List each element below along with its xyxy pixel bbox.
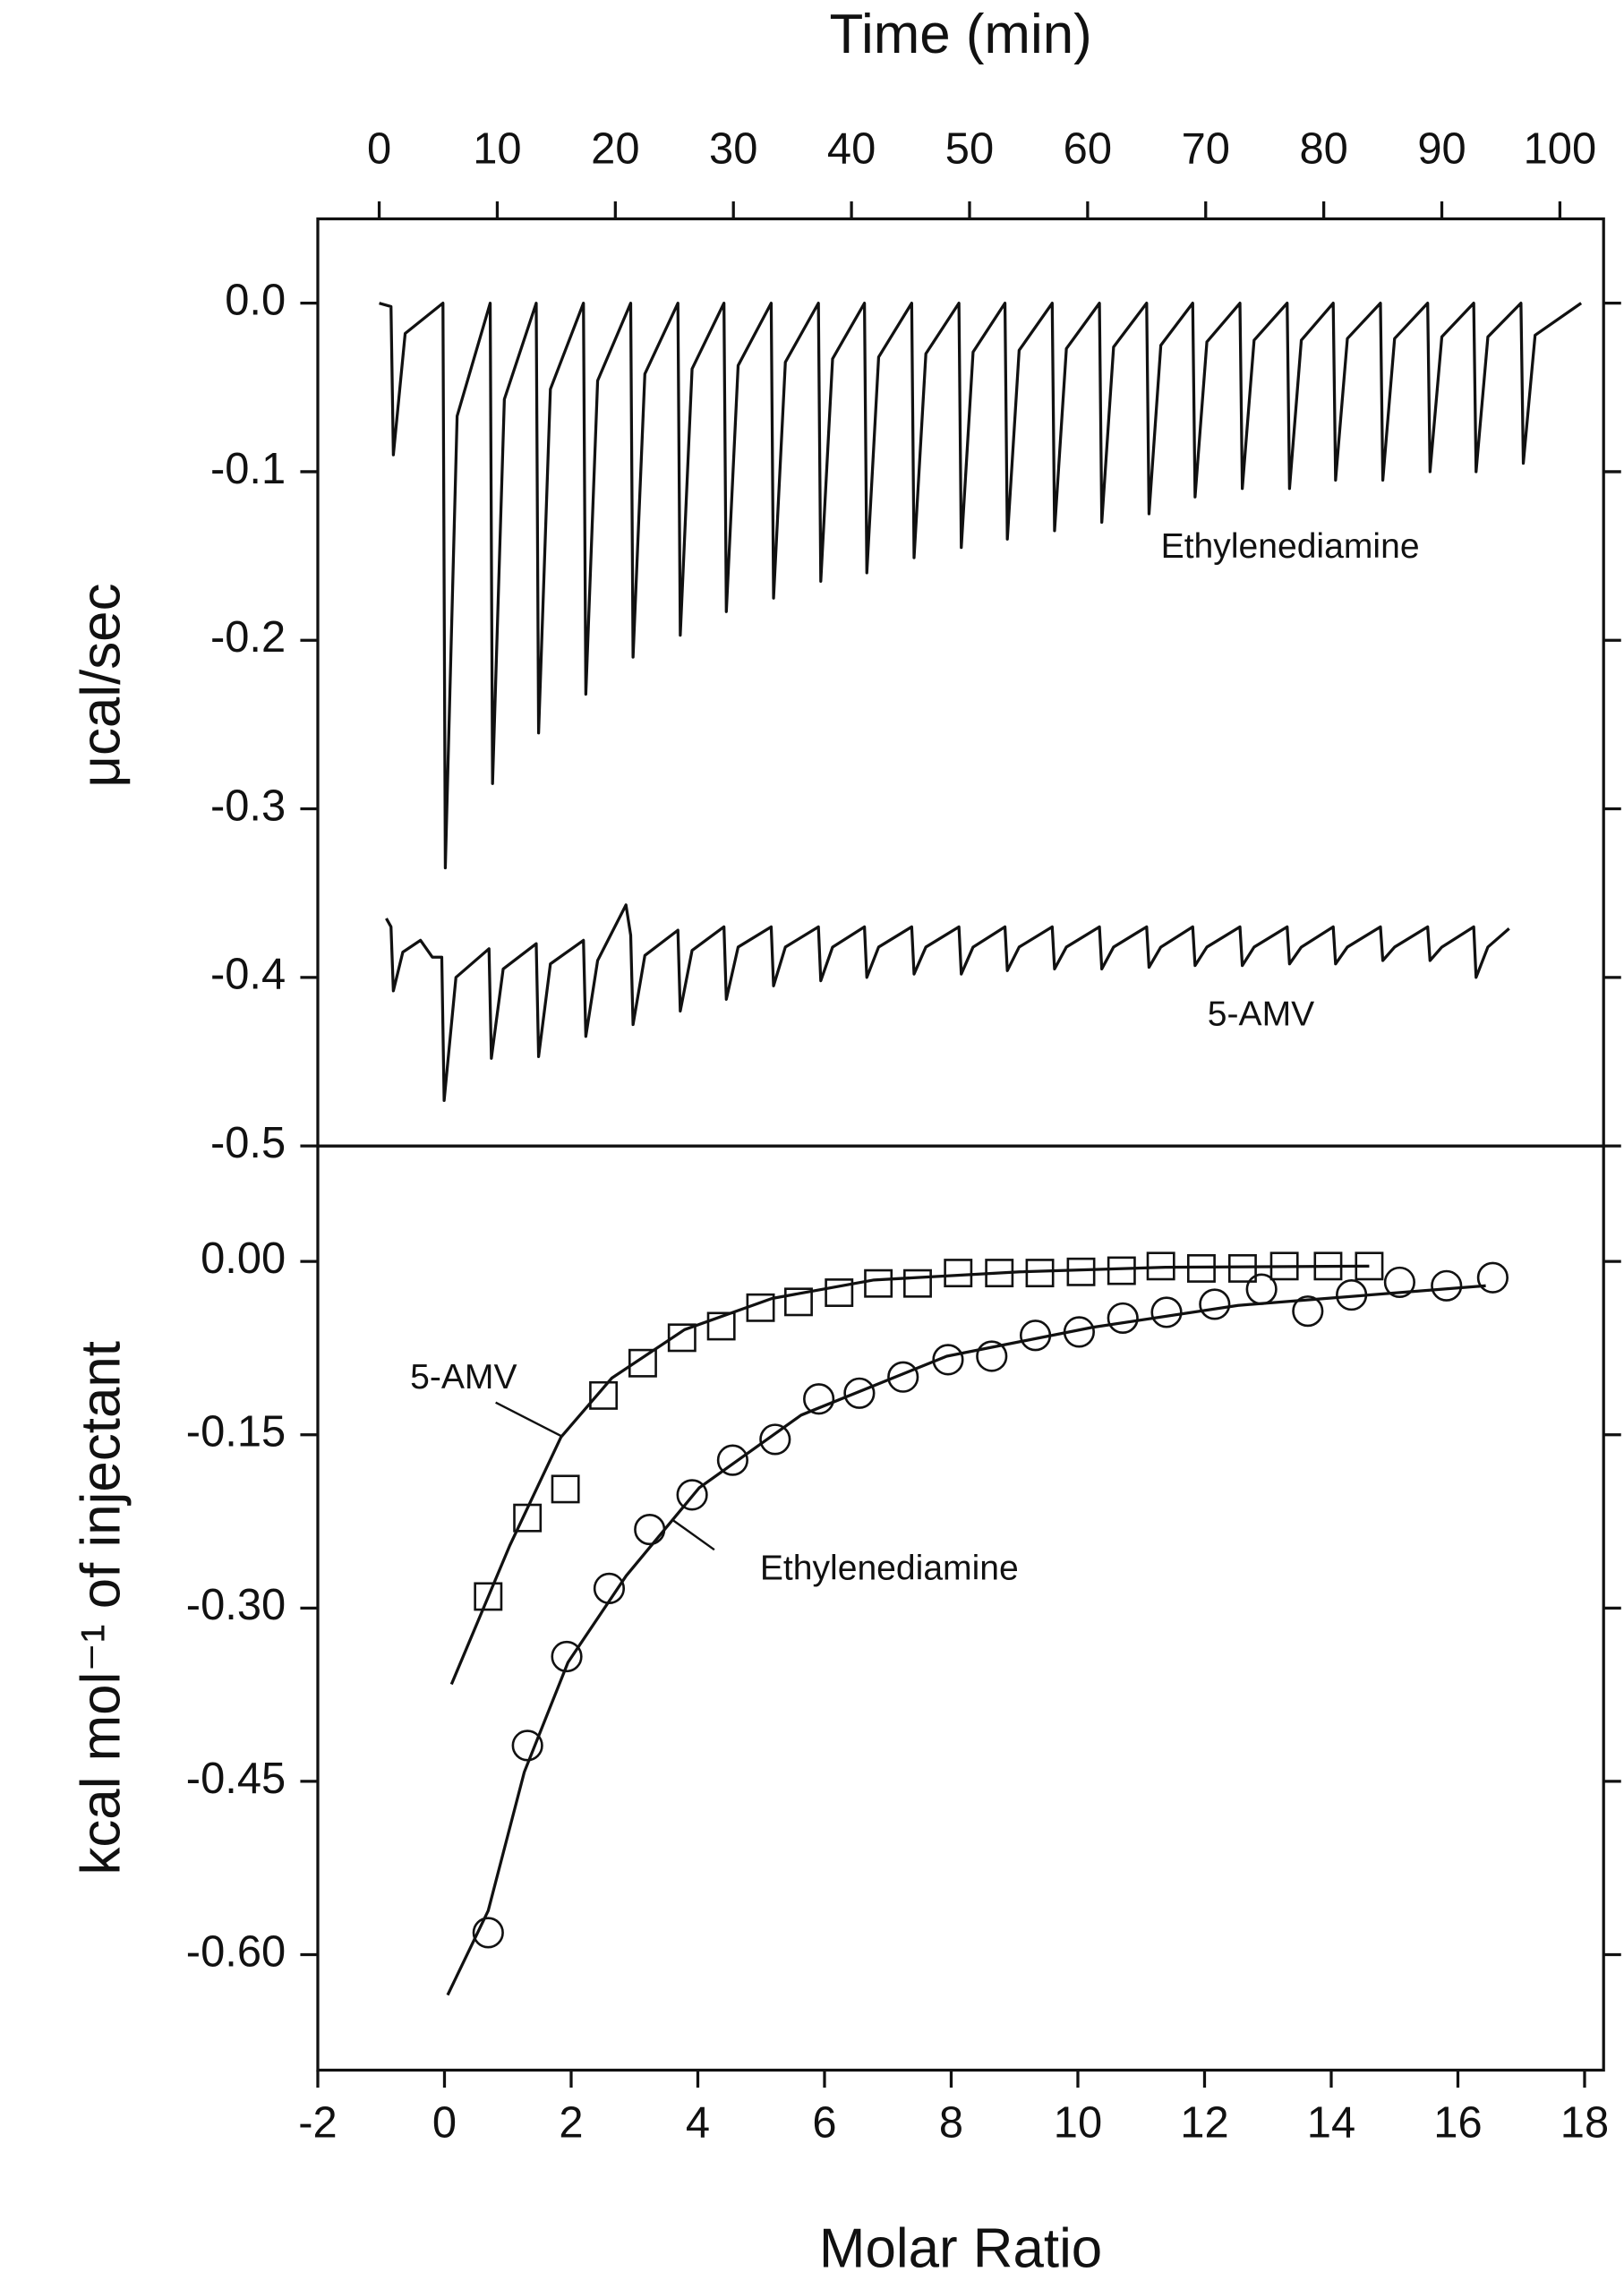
circle-point <box>932 1344 964 1376</box>
circle-point <box>887 1361 919 1393</box>
circle-point <box>1383 1266 1415 1298</box>
x-tick-label: 50 <box>945 124 994 173</box>
x-tick-label: 70 <box>1182 124 1230 173</box>
y-tick-label: -0.4 <box>210 951 286 999</box>
y-axis-title: kcal mol⁻¹ of injectant <box>71 1341 132 1875</box>
y-tick-label: 0.00 <box>201 1234 286 1283</box>
square-point <box>1066 1257 1096 1286</box>
y-tick-label: -0.5 <box>210 1119 286 1167</box>
y-tick-label: -0.2 <box>210 613 286 662</box>
square-point <box>706 1311 736 1341</box>
data-line <box>379 302 1583 870</box>
leader-line <box>672 1519 715 1551</box>
x-tick-label: 90 <box>1417 124 1466 173</box>
y-tick-label: 0.0 <box>225 277 286 325</box>
y-tick-label: -0.3 <box>210 782 286 830</box>
x-tick-label: 12 <box>1180 2098 1228 2147</box>
data-line <box>446 1284 1486 1996</box>
y-tick-label: -0.60 <box>186 1927 286 1976</box>
annotation: Ethylenediamine <box>1161 527 1420 566</box>
x-tick-label: 80 <box>1299 124 1347 173</box>
circle-point <box>551 1640 583 1673</box>
leader-line <box>495 1401 562 1438</box>
circle-point <box>803 1383 835 1415</box>
annotation: Ethylenediamine <box>760 1549 1019 1587</box>
x-tick-label: 10 <box>473 124 521 173</box>
x-tick-label: 20 <box>591 124 639 173</box>
square-point <box>944 1259 973 1288</box>
annotation: 5-AMV <box>410 1358 517 1396</box>
x-tick-label: 16 <box>1433 2098 1482 2147</box>
x-tick-label: 8 <box>939 2098 963 2147</box>
circle-point <box>843 1377 876 1409</box>
square-point <box>1107 1256 1136 1285</box>
circle-point <box>472 1917 504 1949</box>
y-tick-label: -0.1 <box>210 445 286 493</box>
circle-point <box>676 1479 708 1511</box>
x-axis-title: Time (min) <box>829 4 1091 65</box>
square-point <box>667 1323 697 1353</box>
square-point <box>864 1268 893 1298</box>
x-tick-label: 30 <box>709 124 757 173</box>
circle-point <box>976 1340 1008 1372</box>
y-axis-title: μcal/sec <box>71 583 132 787</box>
circle-point <box>716 1444 748 1476</box>
annotation: 5-AMV <box>1208 995 1314 1034</box>
x-tick-label: 60 <box>1064 124 1112 173</box>
circle-point <box>759 1423 791 1456</box>
square-point <box>784 1287 813 1317</box>
x-tick-label: 6 <box>812 2098 836 2147</box>
circle-point <box>1150 1296 1183 1328</box>
x-tick-label: 4 <box>686 2098 710 2147</box>
circle-point <box>1199 1288 1231 1320</box>
x-tick-label: 14 <box>1307 2098 1355 2147</box>
data-line <box>385 903 1510 1102</box>
square-point <box>589 1380 619 1410</box>
y-tick-label: -0.45 <box>186 1755 286 1803</box>
x-tick-label: 10 <box>1054 2098 1102 2147</box>
circle-point <box>1431 1269 1463 1302</box>
square-point <box>1025 1259 1055 1288</box>
square-point <box>825 1278 854 1307</box>
x-tick-label: 100 <box>1524 124 1597 173</box>
circle-point <box>1245 1273 1278 1305</box>
circle-point <box>634 1513 666 1546</box>
y-tick-label: -0.15 <box>186 1408 286 1456</box>
x-tick-label: 40 <box>827 124 876 173</box>
square-point <box>474 1582 503 1611</box>
square-point <box>628 1348 657 1378</box>
square-point <box>551 1474 580 1504</box>
x-tick-label: 0 <box>432 2098 457 2147</box>
x-axis-title: Molar Ratio <box>819 2217 1102 2279</box>
y-tick-label: -0.30 <box>186 1581 286 1629</box>
x-tick-label: 0 <box>367 124 391 173</box>
circle-point <box>1292 1295 1324 1328</box>
square-point <box>1227 1253 1257 1283</box>
circle-point <box>511 1730 543 1762</box>
square-point <box>903 1268 932 1298</box>
x-tick-label: 18 <box>1560 2098 1609 2147</box>
x-tick-label: -2 <box>298 2098 337 2147</box>
data-line <box>449 1264 1370 1686</box>
circle-point <box>1107 1302 1139 1334</box>
circle-point <box>1476 1261 1509 1294</box>
bottom-frame <box>316 1144 1605 2072</box>
x-tick-label: 2 <box>559 2098 583 2147</box>
